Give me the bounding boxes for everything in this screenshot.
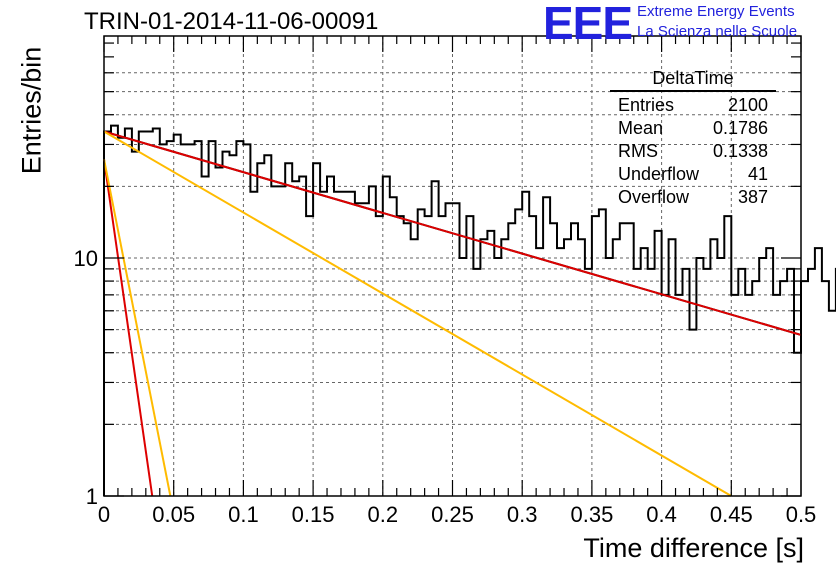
y-tick-label: 1 xyxy=(86,484,98,509)
x-tick-labels: 0 0.05 0.1 0.15 0.2 0.25 0.3 0.35 0.4 0.45 0.5 xyxy=(98,502,816,527)
stats-label: Underflow xyxy=(618,164,700,184)
x-tick-label: 0 xyxy=(98,502,110,527)
y-tick-label: 10 xyxy=(74,246,98,271)
stats-row-entries: Entries 2100 xyxy=(610,94,776,117)
eee-logo: EEE xyxy=(543,0,633,49)
stats-value: 41 xyxy=(747,164,768,184)
fit-curve xyxy=(103,130,802,336)
stats-row-rms: RMS 0.1338 xyxy=(610,140,776,163)
stats-label: RMS xyxy=(618,141,658,161)
x-tick-label: 0.5 xyxy=(786,502,817,527)
stats-value: 2100 xyxy=(727,95,768,115)
stats-label: Entries xyxy=(618,95,675,115)
x-tick-label: 0.05 xyxy=(152,502,195,527)
axis-ticks xyxy=(103,36,802,497)
y-tick-labels: 1 10 xyxy=(74,246,98,509)
stats-label: Mean xyxy=(618,118,664,138)
x-tick-label: 0.45 xyxy=(710,502,753,527)
stats-value: 387 xyxy=(737,187,768,207)
x-tick-label: 0.2 xyxy=(368,502,399,527)
x-tick-label: 0.3 xyxy=(507,502,538,527)
stats-value: 0.1338 xyxy=(712,141,768,161)
stats-value: 0.1786 xyxy=(712,118,768,138)
y-axis-label: Entries/bin xyxy=(16,46,47,175)
x-tick-label: 0.35 xyxy=(570,502,613,527)
stats-row-mean: Mean 0.1786 xyxy=(610,117,776,140)
stats-title: DeltaTime xyxy=(610,68,776,92)
logo-subtitle-2: La Scienza nelle Scuole xyxy=(637,23,798,40)
stats-box: DeltaTime Entries 2100 Mean 0.1786 RMS 0… xyxy=(610,68,776,209)
fit-curves xyxy=(103,130,802,497)
histogram-series xyxy=(103,124,836,496)
stats-row-overflow: Overflow 387 xyxy=(610,186,776,209)
x-tick-label: 0.4 xyxy=(646,502,677,527)
fit-curve xyxy=(103,130,732,497)
logo-subtitle-1: Extreme Energy Events xyxy=(637,3,795,20)
chart-title: TRIN-01-2014-11-06-00091 xyxy=(84,8,379,35)
x-tick-label: 0.25 xyxy=(431,502,474,527)
x-axis-label: Time difference [s] xyxy=(583,533,804,563)
fit-curve xyxy=(103,159,172,497)
fit-curve xyxy=(103,159,154,497)
x-tick-label: 0.1 xyxy=(228,502,259,527)
stats-label: Overflow xyxy=(618,187,690,207)
x-tick-label: 0.15 xyxy=(292,502,335,527)
stats-row-underflow: Underflow 41 xyxy=(610,163,776,186)
